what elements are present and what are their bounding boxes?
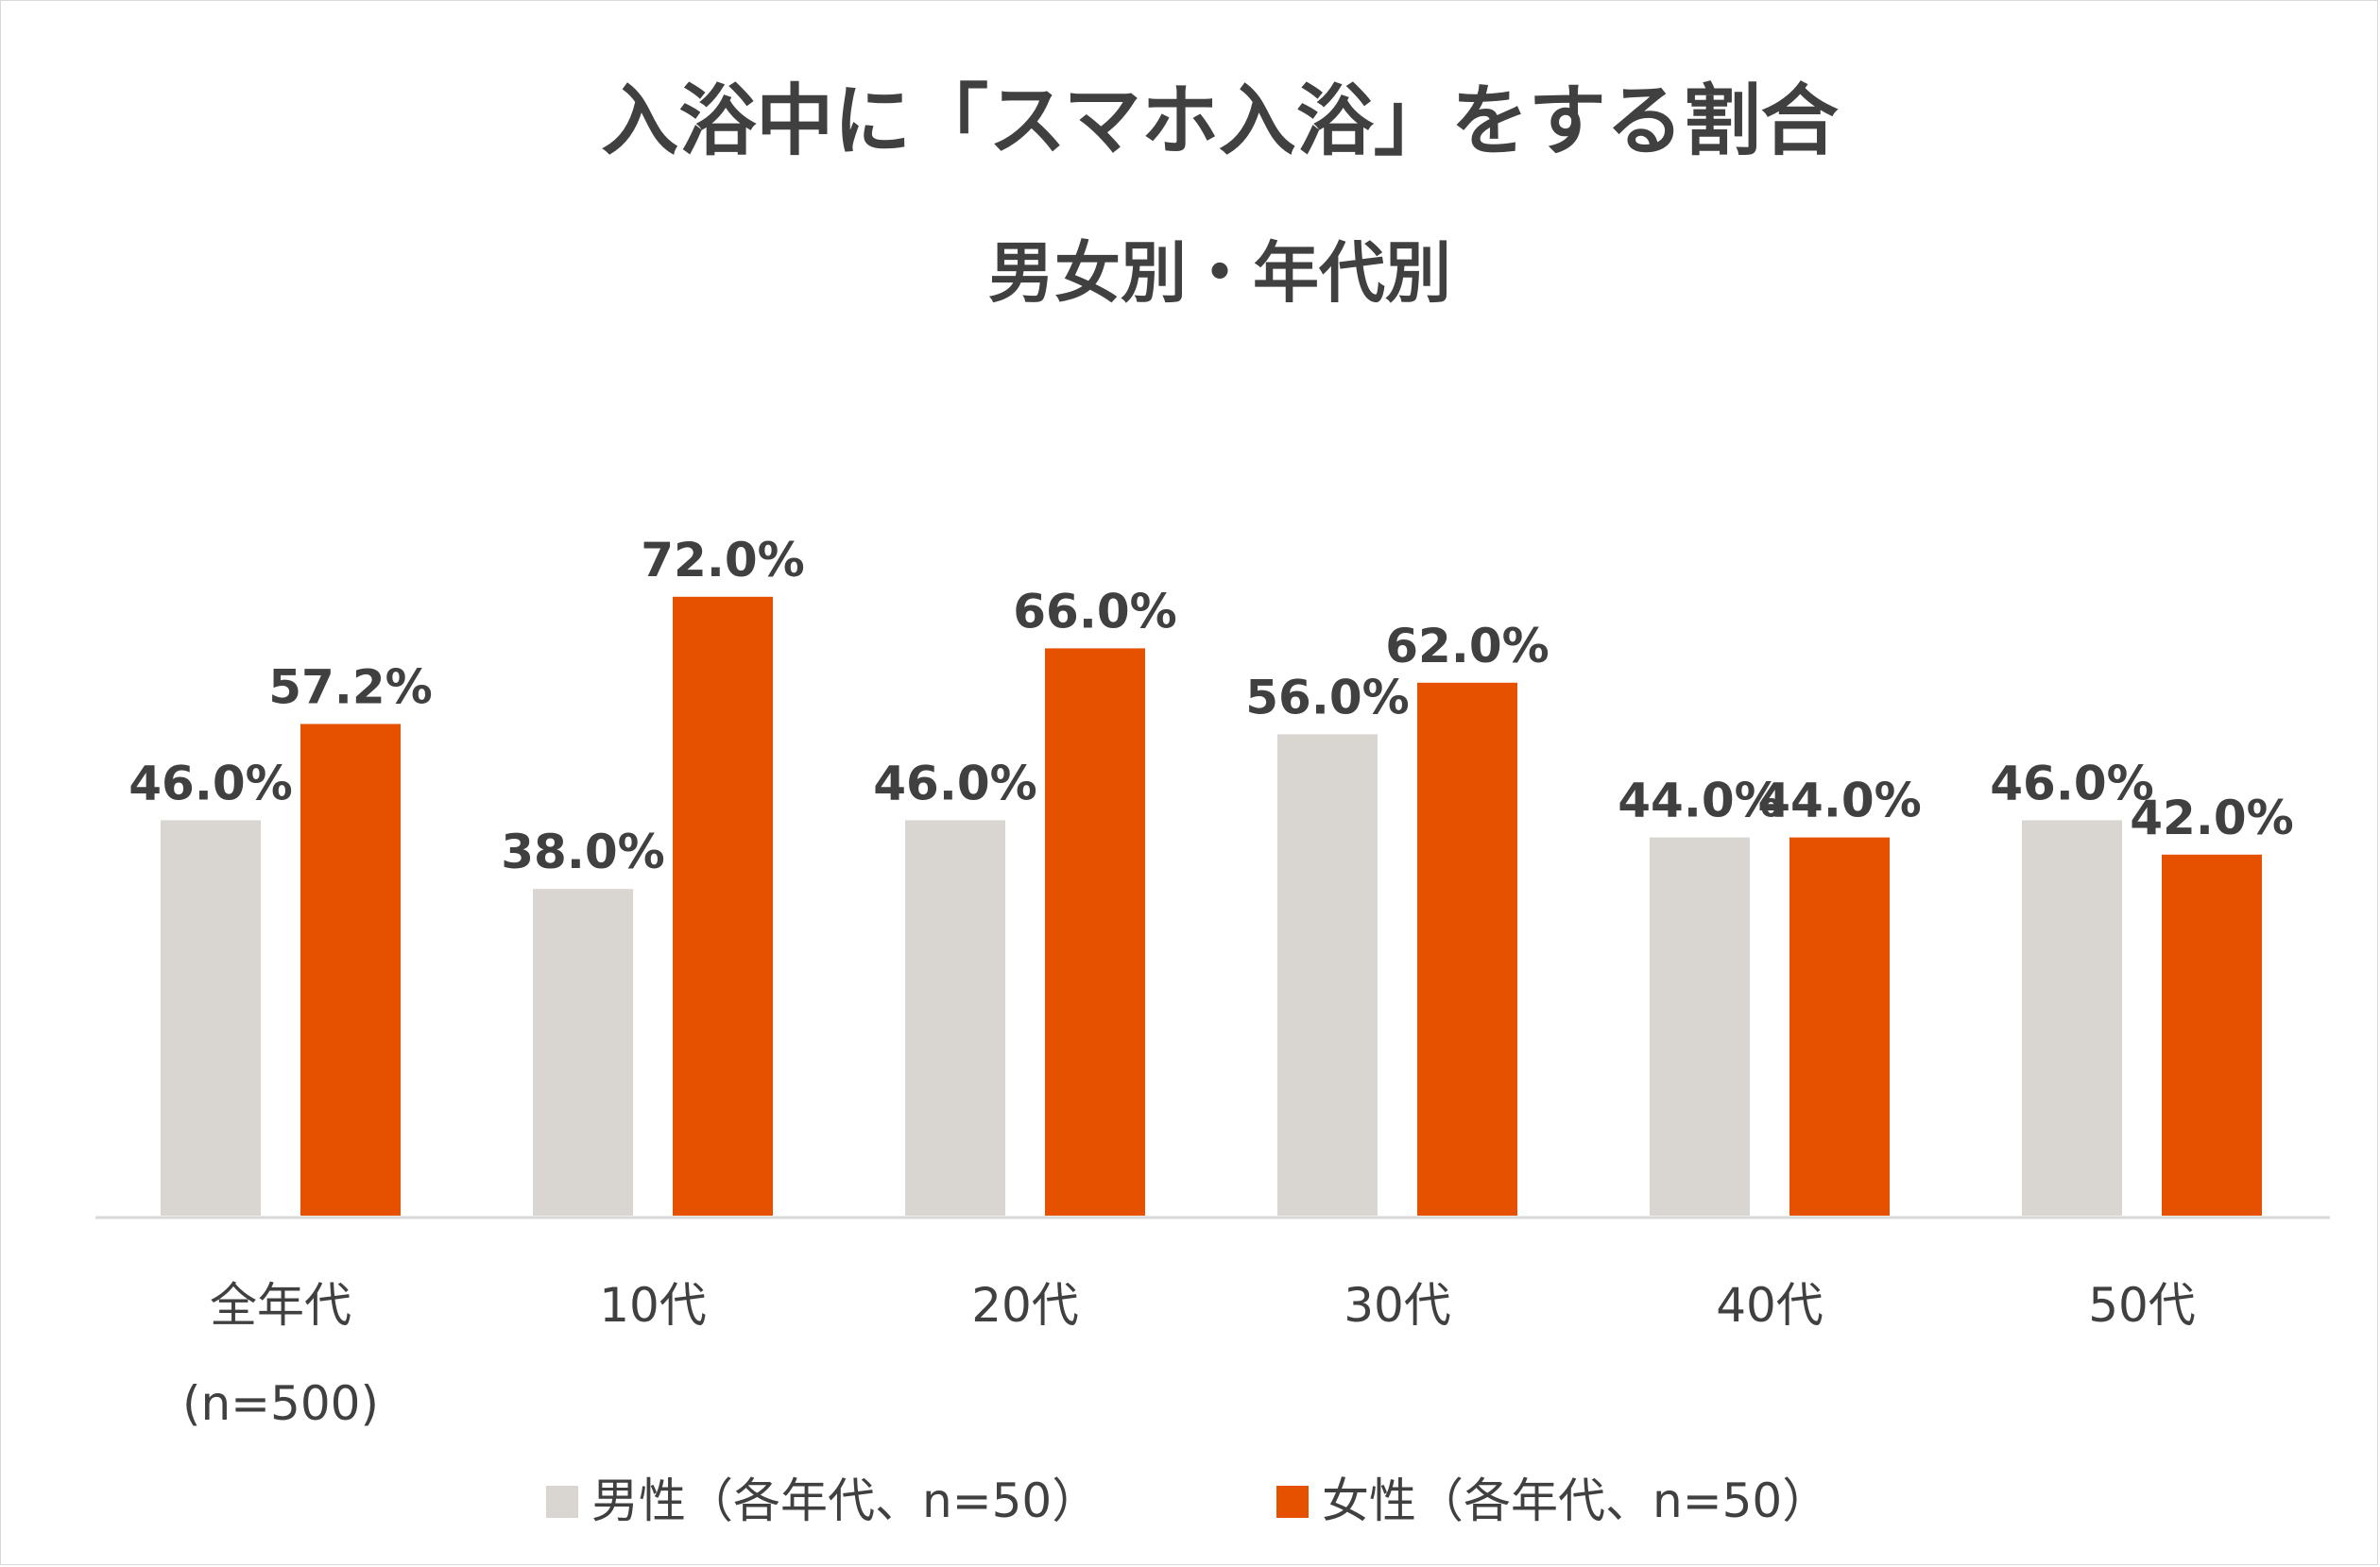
data-label-female-3: 62.0% — [1385, 619, 1549, 673]
bar-female-3 — [1417, 682, 1517, 1216]
data-label-male-5: 46.0% — [1990, 756, 2153, 810]
x-tick-label-1: 10代 — [599, 1278, 707, 1333]
bar-female-4 — [1789, 837, 1890, 1216]
data-label-male-0: 46.0% — [128, 756, 292, 810]
data-label-male-1: 38.0% — [501, 825, 664, 879]
data-label-male-3: 56.0% — [1245, 670, 1409, 724]
data-label-female-1: 72.0% — [641, 533, 804, 588]
data-label-male-2: 46.0% — [873, 756, 1036, 810]
bar-male-0 — [161, 820, 261, 1216]
bar-female-2 — [1045, 648, 1145, 1216]
bar-male-2 — [905, 820, 1005, 1216]
legend-label-male: 男性（各年代、n=50） — [591, 1473, 1099, 1528]
x-tick-label-0-sub: (n=500) — [182, 1376, 379, 1431]
data-label-female-2: 66.0% — [1013, 584, 1176, 639]
x-tick-label-3: 30代 — [1344, 1278, 1451, 1333]
x-tick-label-2: 20代 — [971, 1278, 1079, 1333]
legend: 男性（各年代、n=50） 女性（各年代、n=50） — [546, 1473, 1829, 1528]
bar-female-1 — [673, 596, 773, 1216]
bar-female-0 — [300, 724, 401, 1216]
x-tick-labels-group: 全年代 (n=500) 10代 20代 30代 40代 50代 — [182, 1278, 2196, 1431]
bars-group — [161, 596, 2262, 1216]
x-tick-label-4: 40代 — [1716, 1278, 1824, 1333]
bar-male-4 — [1650, 837, 1750, 1216]
bar-male-3 — [1277, 734, 1378, 1216]
legend-swatch-female — [1276, 1486, 1309, 1518]
bar-female-5 — [2162, 854, 2262, 1216]
chart-subtitle: 男女別・年代別 — [988, 234, 1451, 312]
legend-label-female: 女性（各年代、n=50） — [1322, 1473, 1829, 1528]
legend-swatch-male — [546, 1486, 578, 1518]
data-label-male-4: 44.0% — [1618, 774, 1781, 828]
data-label-female-5: 42.0% — [2130, 791, 2293, 845]
x-tick-label-0: 全年代 — [210, 1278, 351, 1333]
bar-male-5 — [2022, 820, 2122, 1216]
x-tick-label-5: 50代 — [2088, 1278, 2196, 1333]
chart-title: 入浴中に「スマホ入浴」をする割合 — [601, 77, 1839, 166]
data-label-female-4: 44.0% — [1757, 774, 1921, 828]
data-label-female-0: 57.2% — [268, 659, 432, 714]
data-labels-group: 46.0% 57.2% 38.0% 72.0% 46.0% 66.0% 56.0%62.0%… — [128, 533, 2293, 879]
bar-male-1 — [533, 889, 633, 1216]
